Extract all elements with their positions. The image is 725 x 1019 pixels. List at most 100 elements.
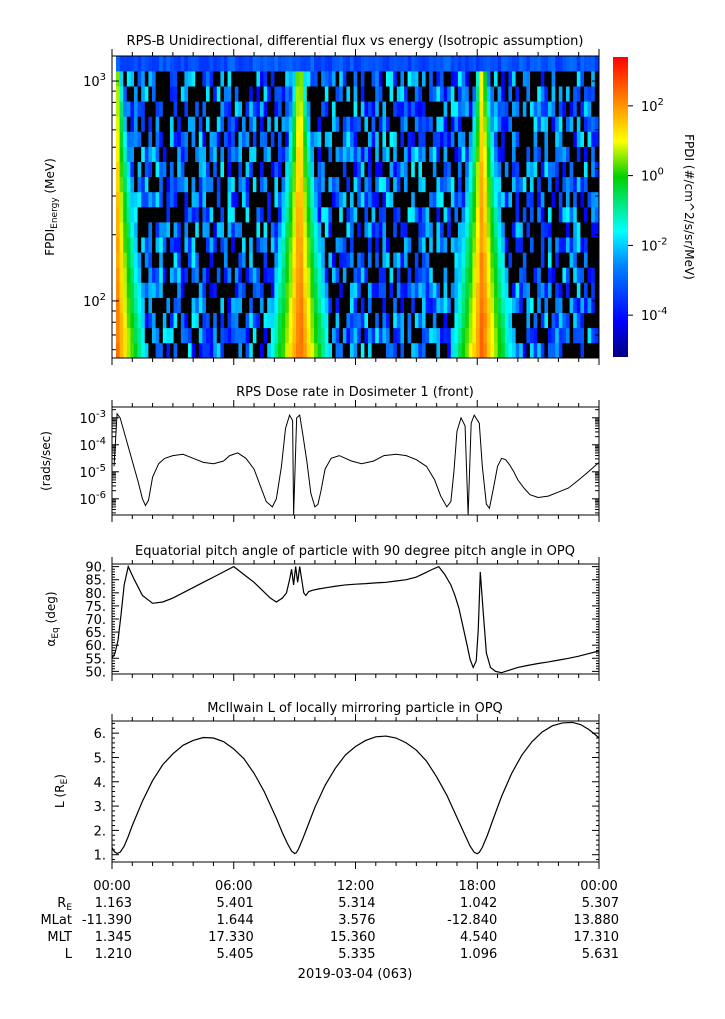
spectrogram-cell (155, 237, 160, 253)
spectrogram-cell (483, 101, 488, 117)
spectrogram-cell (288, 312, 293, 329)
spectrogram-cell (414, 101, 419, 117)
spectrogram-cell (195, 176, 200, 193)
spectrogram-cell (447, 176, 452, 193)
spectrogram-cell (339, 327, 344, 344)
spectrogram-cell (440, 312, 444, 329)
spectrogram-cell (429, 342, 434, 358)
spectrogram-cell (159, 282, 164, 298)
spectrogram-cell (303, 101, 308, 117)
spectrogram-cell (544, 71, 549, 87)
spectrogram-cell (389, 282, 394, 298)
spectrogram-cell (450, 342, 455, 358)
spectrogram-cell (522, 86, 527, 102)
spectrogram-cell (404, 146, 408, 162)
spectrogram-cell (389, 237, 394, 253)
spectrogram-cell (188, 176, 192, 193)
spectrogram-cell (476, 86, 480, 102)
spectrogram-cell (170, 207, 174, 223)
spectrogram-cell (540, 237, 545, 253)
spectrogram-cell (371, 237, 376, 253)
spectrogram-cell (515, 222, 520, 238)
spectrogram-cell (418, 161, 423, 178)
spectrogram-cell (342, 342, 347, 358)
spectrogram-cell (278, 146, 282, 162)
x-axis (111, 714, 600, 869)
spectrogram-cell (429, 116, 434, 132)
spectrogram-cell (558, 191, 563, 208)
spectrogram-cell (443, 146, 448, 162)
spectrogram-cell (537, 56, 542, 72)
spectrogram-cell (555, 86, 560, 102)
spectrogram-cell (180, 131, 185, 147)
spectrogram-cell (224, 252, 228, 268)
y-tick-label: 6. (94, 727, 106, 742)
spectrogram-cell (278, 282, 282, 298)
spectrogram-cell (328, 327, 333, 344)
spectrogram-cell (468, 176, 473, 193)
spectrogram-cell (263, 56, 268, 72)
spectrogram-cell (206, 56, 210, 72)
y-tick-label: 10-5 (79, 463, 106, 481)
spectrogram-cell (407, 312, 412, 329)
spectrogram-cell (216, 207, 221, 223)
spectrogram-cell (548, 116, 552, 132)
spectrogram-cell (494, 237, 498, 253)
spectrogram-cell (238, 342, 243, 358)
spectrogram-cell (346, 297, 351, 313)
spectrogram-cell (267, 327, 272, 344)
spectrogram-cell (479, 342, 484, 358)
spectrogram-cell (454, 86, 459, 102)
spectrogram-cell (310, 71, 315, 87)
spectrogram-cell (530, 222, 534, 238)
spectrogram-cell (357, 282, 362, 298)
spectrogram-cell (332, 131, 336, 147)
spectrogram-cell (159, 252, 164, 268)
spectrogram-cell (209, 342, 214, 358)
spectrogram-cell (378, 101, 383, 117)
spectrogram-cell (252, 86, 257, 102)
spectrogram-cell (227, 327, 232, 344)
spectrogram-cell (159, 101, 164, 117)
spectrogram-cell (162, 327, 167, 344)
spectrogram-cell (443, 116, 448, 132)
spectrogram-cell (533, 101, 538, 117)
spectrogram-cell (548, 222, 552, 238)
spectrogram-cell (206, 222, 210, 238)
spectrogram-cell (508, 342, 513, 358)
spectrogram-cell (245, 207, 250, 223)
spectrogram-cell (198, 312, 203, 329)
spectrogram-cell (490, 191, 495, 208)
spectrogram-cell (584, 116, 588, 132)
spectrogram-cell (166, 297, 171, 313)
spectrogram-cell (357, 131, 362, 147)
spectrogram-cell (515, 207, 520, 223)
spectrogram-cell (540, 101, 545, 117)
spectrogram-cell (245, 71, 250, 87)
spectrogram-cell (494, 342, 498, 358)
spectrogram-cell (512, 282, 516, 298)
spectrogram-cell (537, 252, 542, 268)
spectrogram-cell (256, 327, 261, 344)
spectrogram-cell (173, 222, 178, 238)
spectrogram-cell (148, 222, 153, 238)
spectrogram-cell (436, 342, 441, 358)
spectrogram-cell (350, 252, 354, 268)
spectrogram-cell (274, 342, 279, 358)
spectrogram-cell (238, 191, 243, 208)
y-tick-label: 60. (85, 639, 106, 654)
spectrogram-cell (486, 267, 491, 283)
spectrogram-cell (116, 161, 120, 178)
spectrogram-cell (249, 101, 254, 117)
spectrogram-cell (198, 161, 203, 178)
spectrogram-cell (328, 101, 333, 117)
spectrogram-cell (422, 282, 426, 298)
spectrogram-cell (591, 297, 596, 313)
spectrogram-cell (170, 312, 174, 329)
spectrogram-cell (177, 267, 182, 283)
spectrogram-cell (494, 146, 498, 162)
spectrogram-cell (591, 282, 596, 298)
spectrogram-cell (429, 327, 434, 344)
spectrogram-cell (198, 71, 203, 87)
spectrogram-cell (440, 342, 444, 358)
